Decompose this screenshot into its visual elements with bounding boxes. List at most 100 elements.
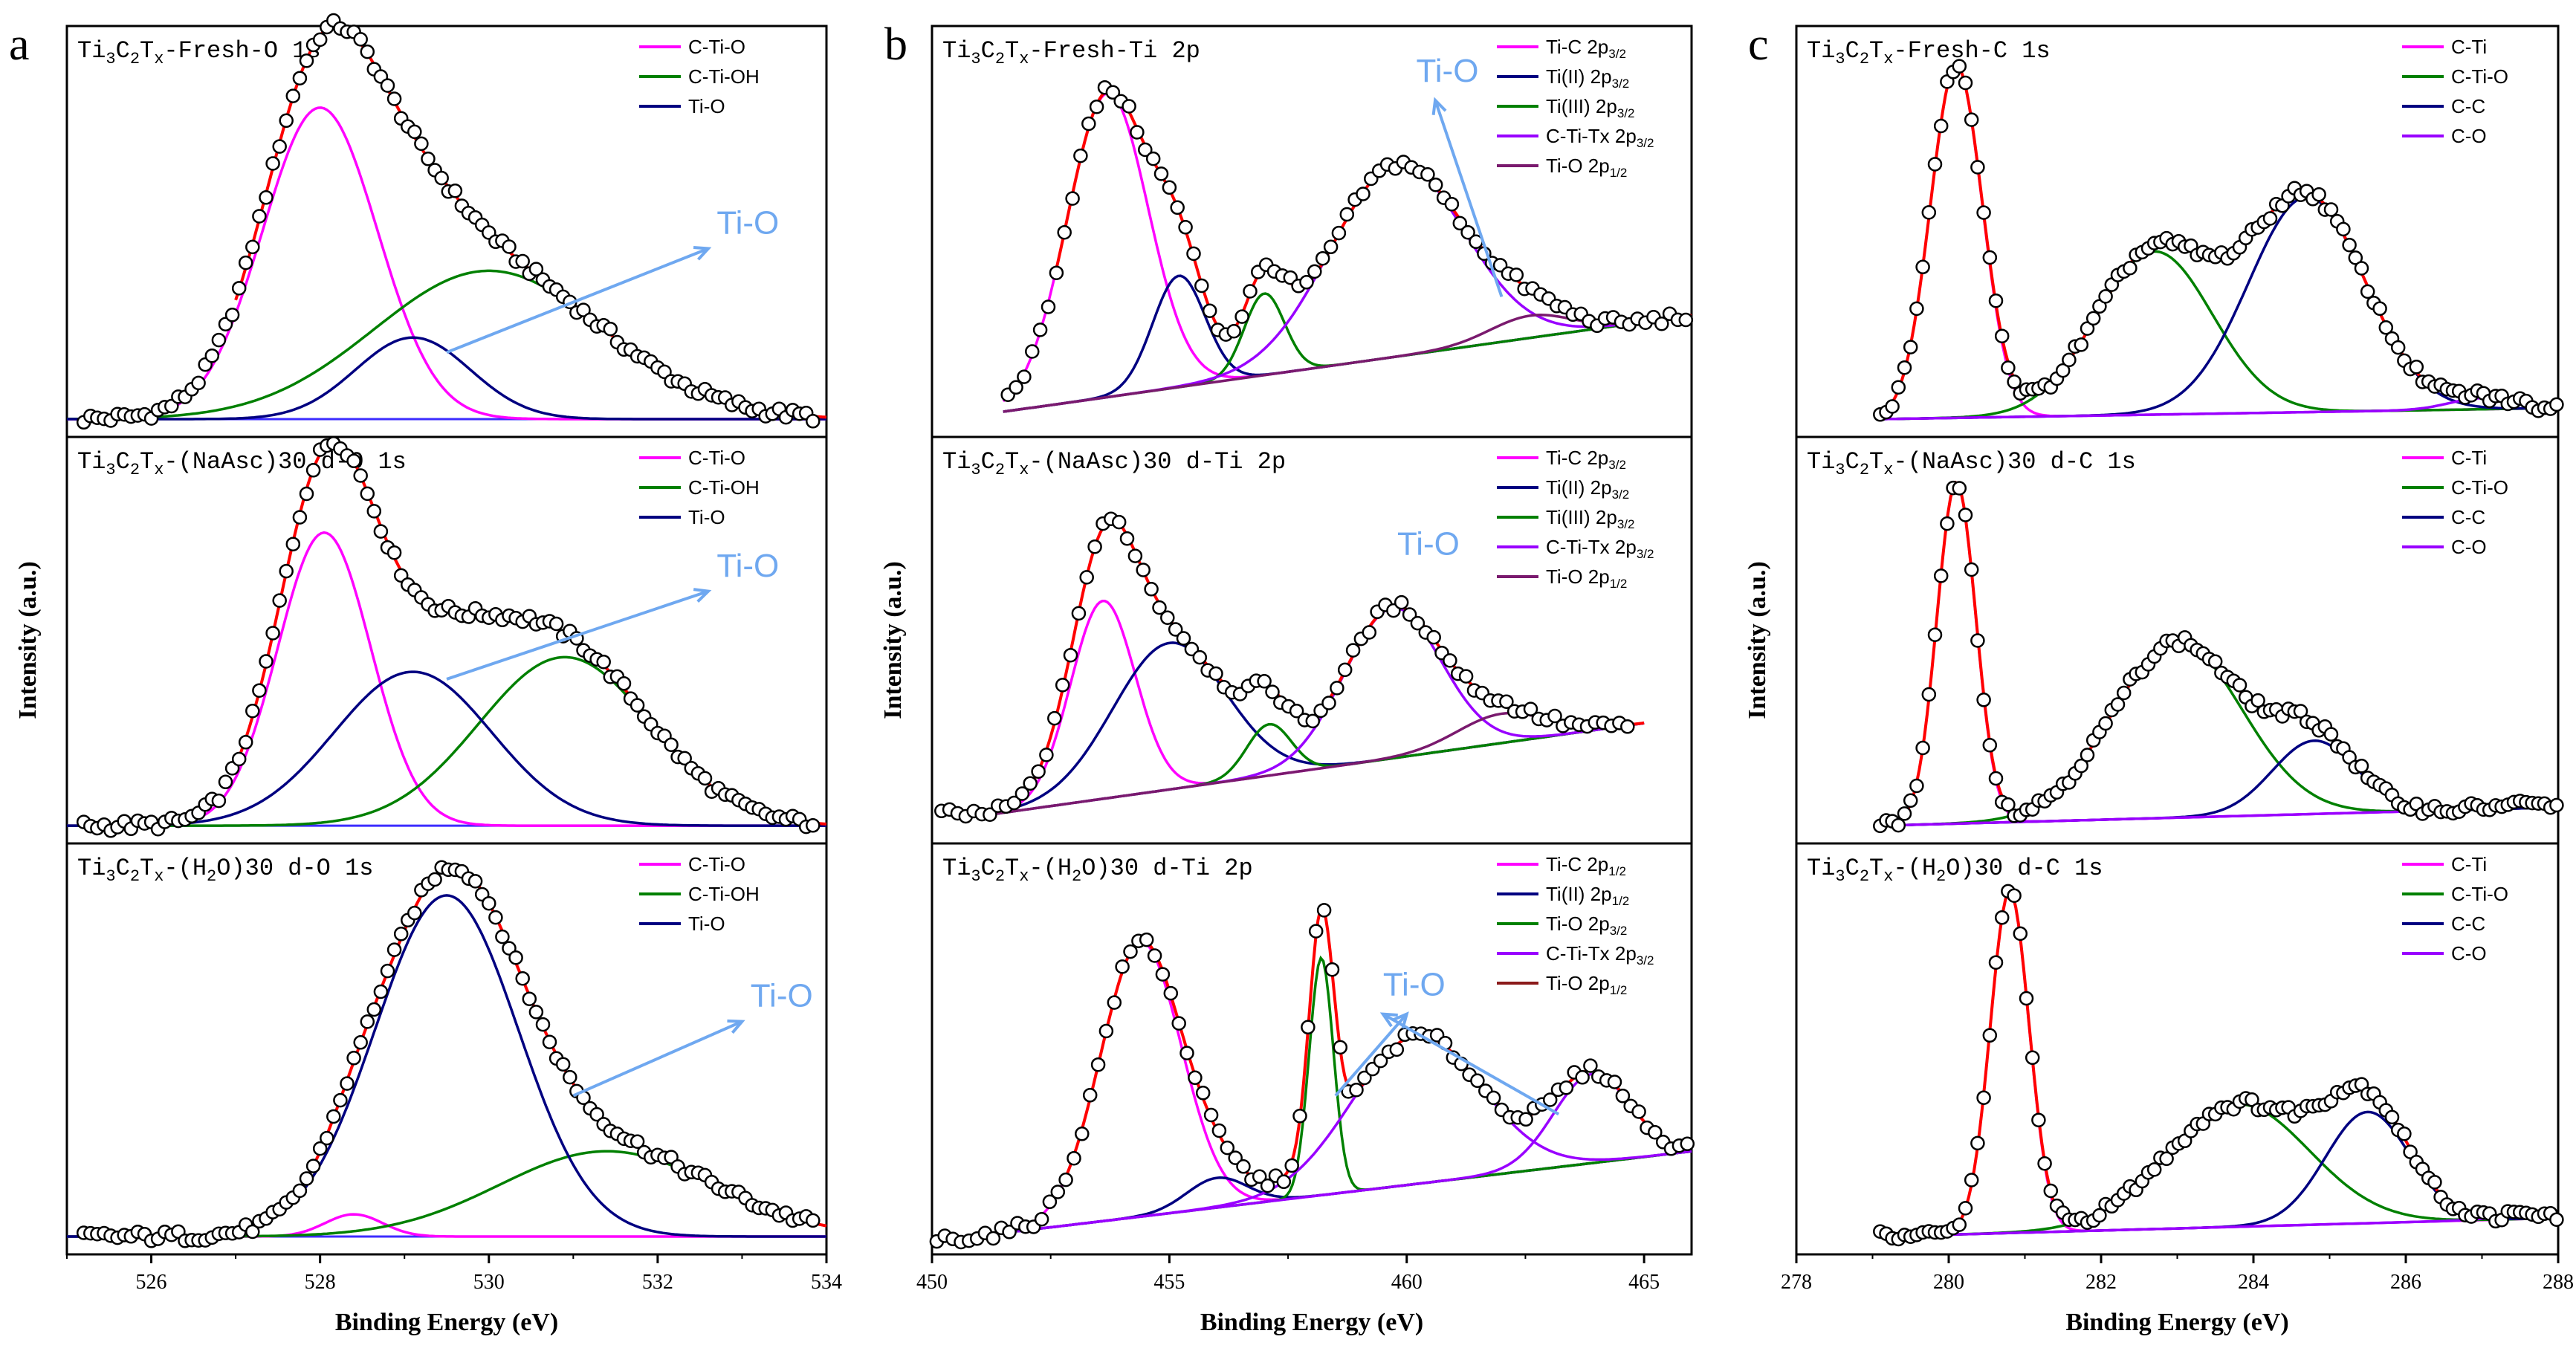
data-point	[2336, 221, 2351, 237]
data-point	[2007, 375, 2022, 389]
legend-label: C-Ti-O	[688, 853, 745, 875]
annotation-arrow	[572, 1020, 743, 1098]
legend-label: Ti-O	[688, 913, 725, 935]
annotation-arrowhead	[727, 1019, 745, 1034]
data-point	[1547, 708, 1562, 724]
subplot: Ti3C2Tx-(H2O)30 d-C 1s C-Ti C-Ti-O C-C C-O	[1807, 853, 2564, 1247]
data-point	[1147, 948, 1162, 963]
data-point	[1234, 309, 1249, 324]
component-peak	[1879, 64, 2559, 418]
x-axis-label: Binding Energy (eV)	[2065, 1309, 2288, 1336]
data-point	[522, 991, 537, 1006]
data-point	[2549, 797, 2564, 813]
legend-label: Ti-C 2p3/2	[1546, 36, 1626, 61]
data-point	[1648, 1124, 1663, 1140]
data-point	[677, 751, 692, 766]
data-point	[1226, 323, 1241, 339]
data-point	[1186, 246, 1201, 262]
data-point	[1130, 125, 1145, 140]
data-point	[1970, 633, 1985, 648]
data-point	[2055, 363, 2071, 378]
panel-a: a 526 528 530 532 534 Binding Energy (eV) Inten…	[9, 13, 842, 1336]
data-point	[346, 453, 361, 469]
legend-label: C-Ti-Tx 2p3/2	[1546, 942, 1654, 968]
data-point	[272, 139, 287, 154]
data-point	[1115, 959, 1130, 974]
data-point	[1509, 268, 1524, 282]
data-point	[2007, 888, 2022, 903]
data-point	[1179, 1046, 1194, 1060]
x-tick-label: 530	[473, 1271, 505, 1294]
data-point	[1220, 1140, 1235, 1156]
data-point	[2025, 1050, 2040, 1066]
data-point	[1678, 312, 1694, 328]
data-point	[1160, 610, 1175, 625]
data-point	[407, 124, 422, 140]
data-point	[563, 1069, 577, 1085]
legend-label: C-Ti-OH	[688, 476, 760, 499]
legend-label: Ti-C 2p1/2	[1546, 853, 1626, 878]
data-point	[1443, 653, 1457, 668]
data-point	[211, 332, 227, 348]
data-point	[1071, 606, 1087, 621]
data-point	[2323, 202, 2339, 217]
annotation-label: Ti-O	[716, 548, 779, 584]
component-peak	[67, 655, 827, 827]
subplot: Ti3C2Tx-Fresh-C 1s C-Ti C-Ti-O C-C C-O	[1807, 36, 2564, 422]
data-point	[1058, 1172, 1073, 1187]
annotation-arrow	[446, 589, 709, 681]
data-point	[1284, 1158, 1299, 1173]
data-point	[1410, 615, 1425, 631]
legend-label: C-Ti-O	[2451, 476, 2508, 499]
annotation-arrowhead	[1392, 1011, 1409, 1029]
legend-label: C-C	[2451, 913, 2485, 935]
data-point	[1583, 1058, 1598, 1073]
data-point	[1345, 643, 1361, 658]
data-point	[333, 1092, 348, 1108]
data-point	[2031, 1112, 2046, 1127]
data-point	[353, 1035, 368, 1050]
data-point	[1252, 1169, 1267, 1185]
data-point	[346, 1051, 361, 1066]
data-point	[1082, 1088, 1098, 1103]
data-point	[1631, 1104, 1646, 1119]
data-point	[515, 253, 530, 269]
data-point	[2037, 1156, 2052, 1171]
data-point	[1171, 1016, 1186, 1031]
data-point	[2092, 1208, 2107, 1223]
data-point	[1243, 284, 1258, 299]
plot-frame	[931, 25, 1693, 1256]
legend-label: C-Ti-O	[2451, 65, 2508, 88]
data-point	[1952, 481, 1967, 496]
data-point	[1009, 380, 1023, 395]
data-point	[1331, 225, 1347, 241]
data-point	[2207, 654, 2223, 670]
data-point	[231, 751, 247, 767]
data-point	[1958, 508, 1973, 522]
data-point	[2262, 211, 2278, 226]
x-tick-label: 534	[811, 1271, 842, 1294]
data-point	[1162, 180, 1177, 195]
data-point	[482, 895, 496, 911]
data-point	[1921, 205, 1937, 220]
data-point	[2085, 311, 2101, 326]
data-point	[1486, 1090, 1501, 1106]
data-point	[2146, 1162, 2162, 1177]
annotation-arrow	[1382, 1012, 1560, 1116]
data-point	[1559, 1080, 1574, 1095]
data-point	[447, 184, 463, 198]
data-point	[1349, 1082, 1364, 1098]
legend-label: C-Ti-OH	[688, 883, 760, 905]
data-point	[320, 1130, 334, 1146]
data-point	[1323, 239, 1339, 255]
data-point	[285, 88, 301, 103]
y-axis-label: Intensity (a.u.)	[14, 561, 42, 719]
data-point	[299, 1171, 314, 1186]
data-point	[1039, 748, 1054, 762]
data-point	[515, 971, 530, 986]
data-point	[542, 1034, 557, 1049]
x-tick-label: 528	[305, 1271, 336, 1294]
data-point	[1680, 1136, 1695, 1152]
data-point	[589, 1106, 604, 1122]
data-point	[1976, 693, 1991, 707]
